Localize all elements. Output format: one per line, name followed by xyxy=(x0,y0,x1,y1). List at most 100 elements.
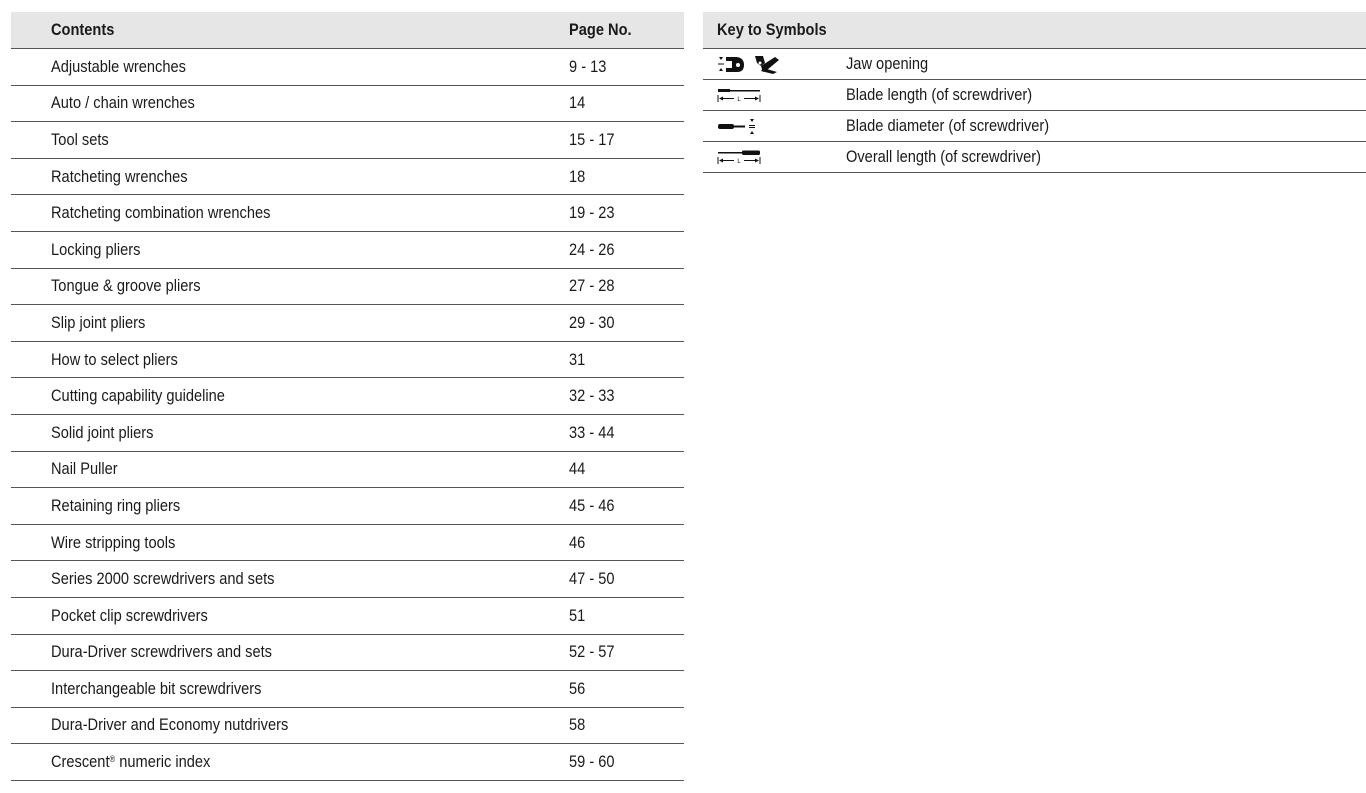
contents-item-pages: 14 xyxy=(569,93,586,113)
contents-title: Contents xyxy=(51,20,115,39)
contents-item-title: Ratcheting combination wrenches xyxy=(51,203,270,223)
table-row: Slip joint pliers 29 - 30 xyxy=(11,305,684,342)
key-header: Key to Symbols xyxy=(703,12,1366,49)
contents-item-pages: 33 - 44 xyxy=(569,422,615,442)
key-to-symbols-table: Key to Symbols Jaw opening xyxy=(703,12,1366,173)
contents-item-pages: 29 - 30 xyxy=(569,312,615,332)
contents-item-title: Dura-Driver screwdrivers and sets xyxy=(51,642,272,662)
contents-item-title-text: Ratcheting wrenches xyxy=(51,166,188,186)
table-row: Interchangeable bit screwdrivers 56 xyxy=(11,671,684,708)
key-row-blade-diameter: Blade diameter (of screwdriver) xyxy=(703,111,1366,142)
contents-item-title-text: Wire stripping tools xyxy=(51,532,176,552)
contents-item-pages: 44 xyxy=(569,459,586,479)
contents-item-pages: 31 xyxy=(569,349,586,369)
table-row: Dura-Driver screwdrivers and sets 52 - 57 xyxy=(11,635,684,672)
key-row-overall-length: L Overall length (of screwdriver) xyxy=(703,142,1366,173)
key-description: Jaw opening xyxy=(846,54,929,73)
page-no-label: Page No. xyxy=(569,20,632,39)
table-row: Auto / chain wrenches 14 xyxy=(11,86,684,123)
table-row: Locking pliers 24 - 26 xyxy=(11,232,684,269)
table-row: Adjustable wrenches 9 - 13 xyxy=(11,49,684,86)
contents-item-title-text: Slip joint pliers xyxy=(51,312,146,332)
contents-item-pages: 56 xyxy=(569,678,586,698)
contents-item-title-text: Pocket clip screwdrivers xyxy=(51,605,208,625)
contents-item-title-text: How to select pliers xyxy=(51,349,178,369)
registered-mark: ® xyxy=(109,754,116,765)
contents-item-title: Auto / chain wrenches xyxy=(51,93,195,113)
contents-item-title-text: Adjustable wrenches xyxy=(51,56,186,76)
key-description: Overall length (of screwdriver) xyxy=(846,147,1042,166)
contents-item-title: Locking pliers xyxy=(51,240,140,260)
contents-item-pages: 19 - 23 xyxy=(569,203,615,223)
contents-item-title-text: Solid joint pliers xyxy=(51,422,154,442)
contents-item-title: Dura-Driver and Economy nutdrivers xyxy=(51,715,288,735)
blade-length-icon: L xyxy=(717,86,761,104)
contents-item-pages: 18 xyxy=(569,166,586,186)
contents-item-title-text: Dura-Driver screwdrivers and sets xyxy=(51,642,272,662)
contents-item-pages: 59 - 60 xyxy=(569,752,615,772)
key-row-blade-length: L Blade length (of screwdriver) xyxy=(703,80,1366,111)
contents-item-pages: 51 xyxy=(569,605,586,625)
contents-item-title-text: Dura-Driver and Economy nutdrivers xyxy=(51,715,289,735)
contents-item-pages: 9 - 13 xyxy=(569,56,607,76)
key-row-jaw-opening: Jaw opening xyxy=(703,49,1366,80)
contents-item-title-text: Crescent xyxy=(51,752,110,772)
contents-header: Contents Page No. xyxy=(11,12,684,49)
contents-item-pages: 24 - 26 xyxy=(569,239,615,259)
table-row: Retaining ring pliers 45 - 46 xyxy=(11,488,684,525)
contents-item-title: Wire stripping tools xyxy=(51,533,175,553)
contents-item-title: Ratcheting wrenches xyxy=(51,167,188,187)
contents-item-title-text: Auto / chain wrenches xyxy=(51,93,195,113)
contents-item-title: Interchangeable bit screwdrivers xyxy=(51,679,261,699)
contents-item-title: Series 2000 screwdrivers and sets xyxy=(51,569,274,589)
contents-item-title-text: Locking pliers xyxy=(51,239,141,259)
contents-item-pages: 45 - 46 xyxy=(569,495,615,515)
contents-item-title: Tool sets xyxy=(51,130,109,150)
contents-item-title-text: Ratcheting combination wrenches xyxy=(51,203,271,223)
table-row: Tool sets 15 - 17 xyxy=(11,122,684,159)
contents-item-title-text: Series 2000 screwdrivers and sets xyxy=(51,569,275,589)
contents-item-pages: 58 xyxy=(569,715,586,735)
contents-item-pages: 27 - 28 xyxy=(569,276,615,296)
contents-item-title-text: Nail Puller xyxy=(51,459,118,479)
blade-diameter-icon xyxy=(717,116,757,136)
key-description: Blade diameter (of screwdriver) xyxy=(846,116,1050,135)
table-row: Tongue & groove pliers 27 - 28 xyxy=(11,269,684,306)
table-row: Dura-Driver and Economy nutdrivers 58 xyxy=(11,708,684,745)
table-row: Pocket clip screwdrivers 51 xyxy=(11,598,684,635)
contents-item-title-text: Cutting capability guideline xyxy=(51,386,225,406)
table-row: Ratcheting wrenches 18 xyxy=(11,159,684,196)
contents-table: Contents Page No. Adjustable wrenches 9 -… xyxy=(11,12,684,781)
table-row: Wire stripping tools 46 xyxy=(11,525,684,562)
contents-item-title: Nail Puller xyxy=(51,459,118,479)
key-description: Blade length (of screwdriver) xyxy=(846,85,1033,104)
overall-length-icon: L xyxy=(717,148,761,166)
contents-item-pages: 46 xyxy=(569,532,586,552)
svg-text:L: L xyxy=(737,97,741,103)
table-row: Series 2000 screwdrivers and sets 47 - 50 xyxy=(11,561,684,598)
contents-item-title: Retaining ring pliers xyxy=(51,496,180,516)
contents-item-title: Slip joint pliers xyxy=(51,313,145,333)
contents-item-title-text: Retaining ring pliers xyxy=(51,495,181,515)
table-row: How to select pliers 31 xyxy=(11,342,684,379)
contents-item-title-suffix: numeric index xyxy=(115,752,211,772)
table-row: Ratcheting combination wrenches 19 - 23 xyxy=(11,195,684,232)
contents-item-pages: 47 - 50 xyxy=(569,569,615,589)
contents-item-title: Cutting capability guideline xyxy=(51,386,225,406)
contents-item-title: How to select pliers xyxy=(51,350,178,370)
contents-item-title-text: Interchangeable bit screwdrivers xyxy=(51,678,262,698)
table-row: Solid joint pliers 33 - 44 xyxy=(11,415,684,452)
contents-item-pages: 52 - 57 xyxy=(569,642,615,662)
table-row: Nail Puller 44 xyxy=(11,452,684,489)
contents-item-title: Adjustable wrenches xyxy=(51,57,186,77)
contents-item-title: Crescent® numeric index xyxy=(51,752,210,772)
key-title: Key to Symbols xyxy=(717,20,827,39)
contents-item-title: Tongue & groove pliers xyxy=(51,276,201,296)
jaw-opening-icon xyxy=(717,54,781,74)
table-row: Cutting capability guideline 32 - 33 xyxy=(11,378,684,415)
table-row: Crescent® numeric index 59 - 60 xyxy=(11,744,684,781)
contents-item-pages: 32 - 33 xyxy=(569,386,615,406)
contents-item-pages: 15 - 17 xyxy=(569,129,615,149)
contents-item-title: Pocket clip screwdrivers xyxy=(51,606,208,626)
contents-item-title: Solid joint pliers xyxy=(51,423,153,443)
